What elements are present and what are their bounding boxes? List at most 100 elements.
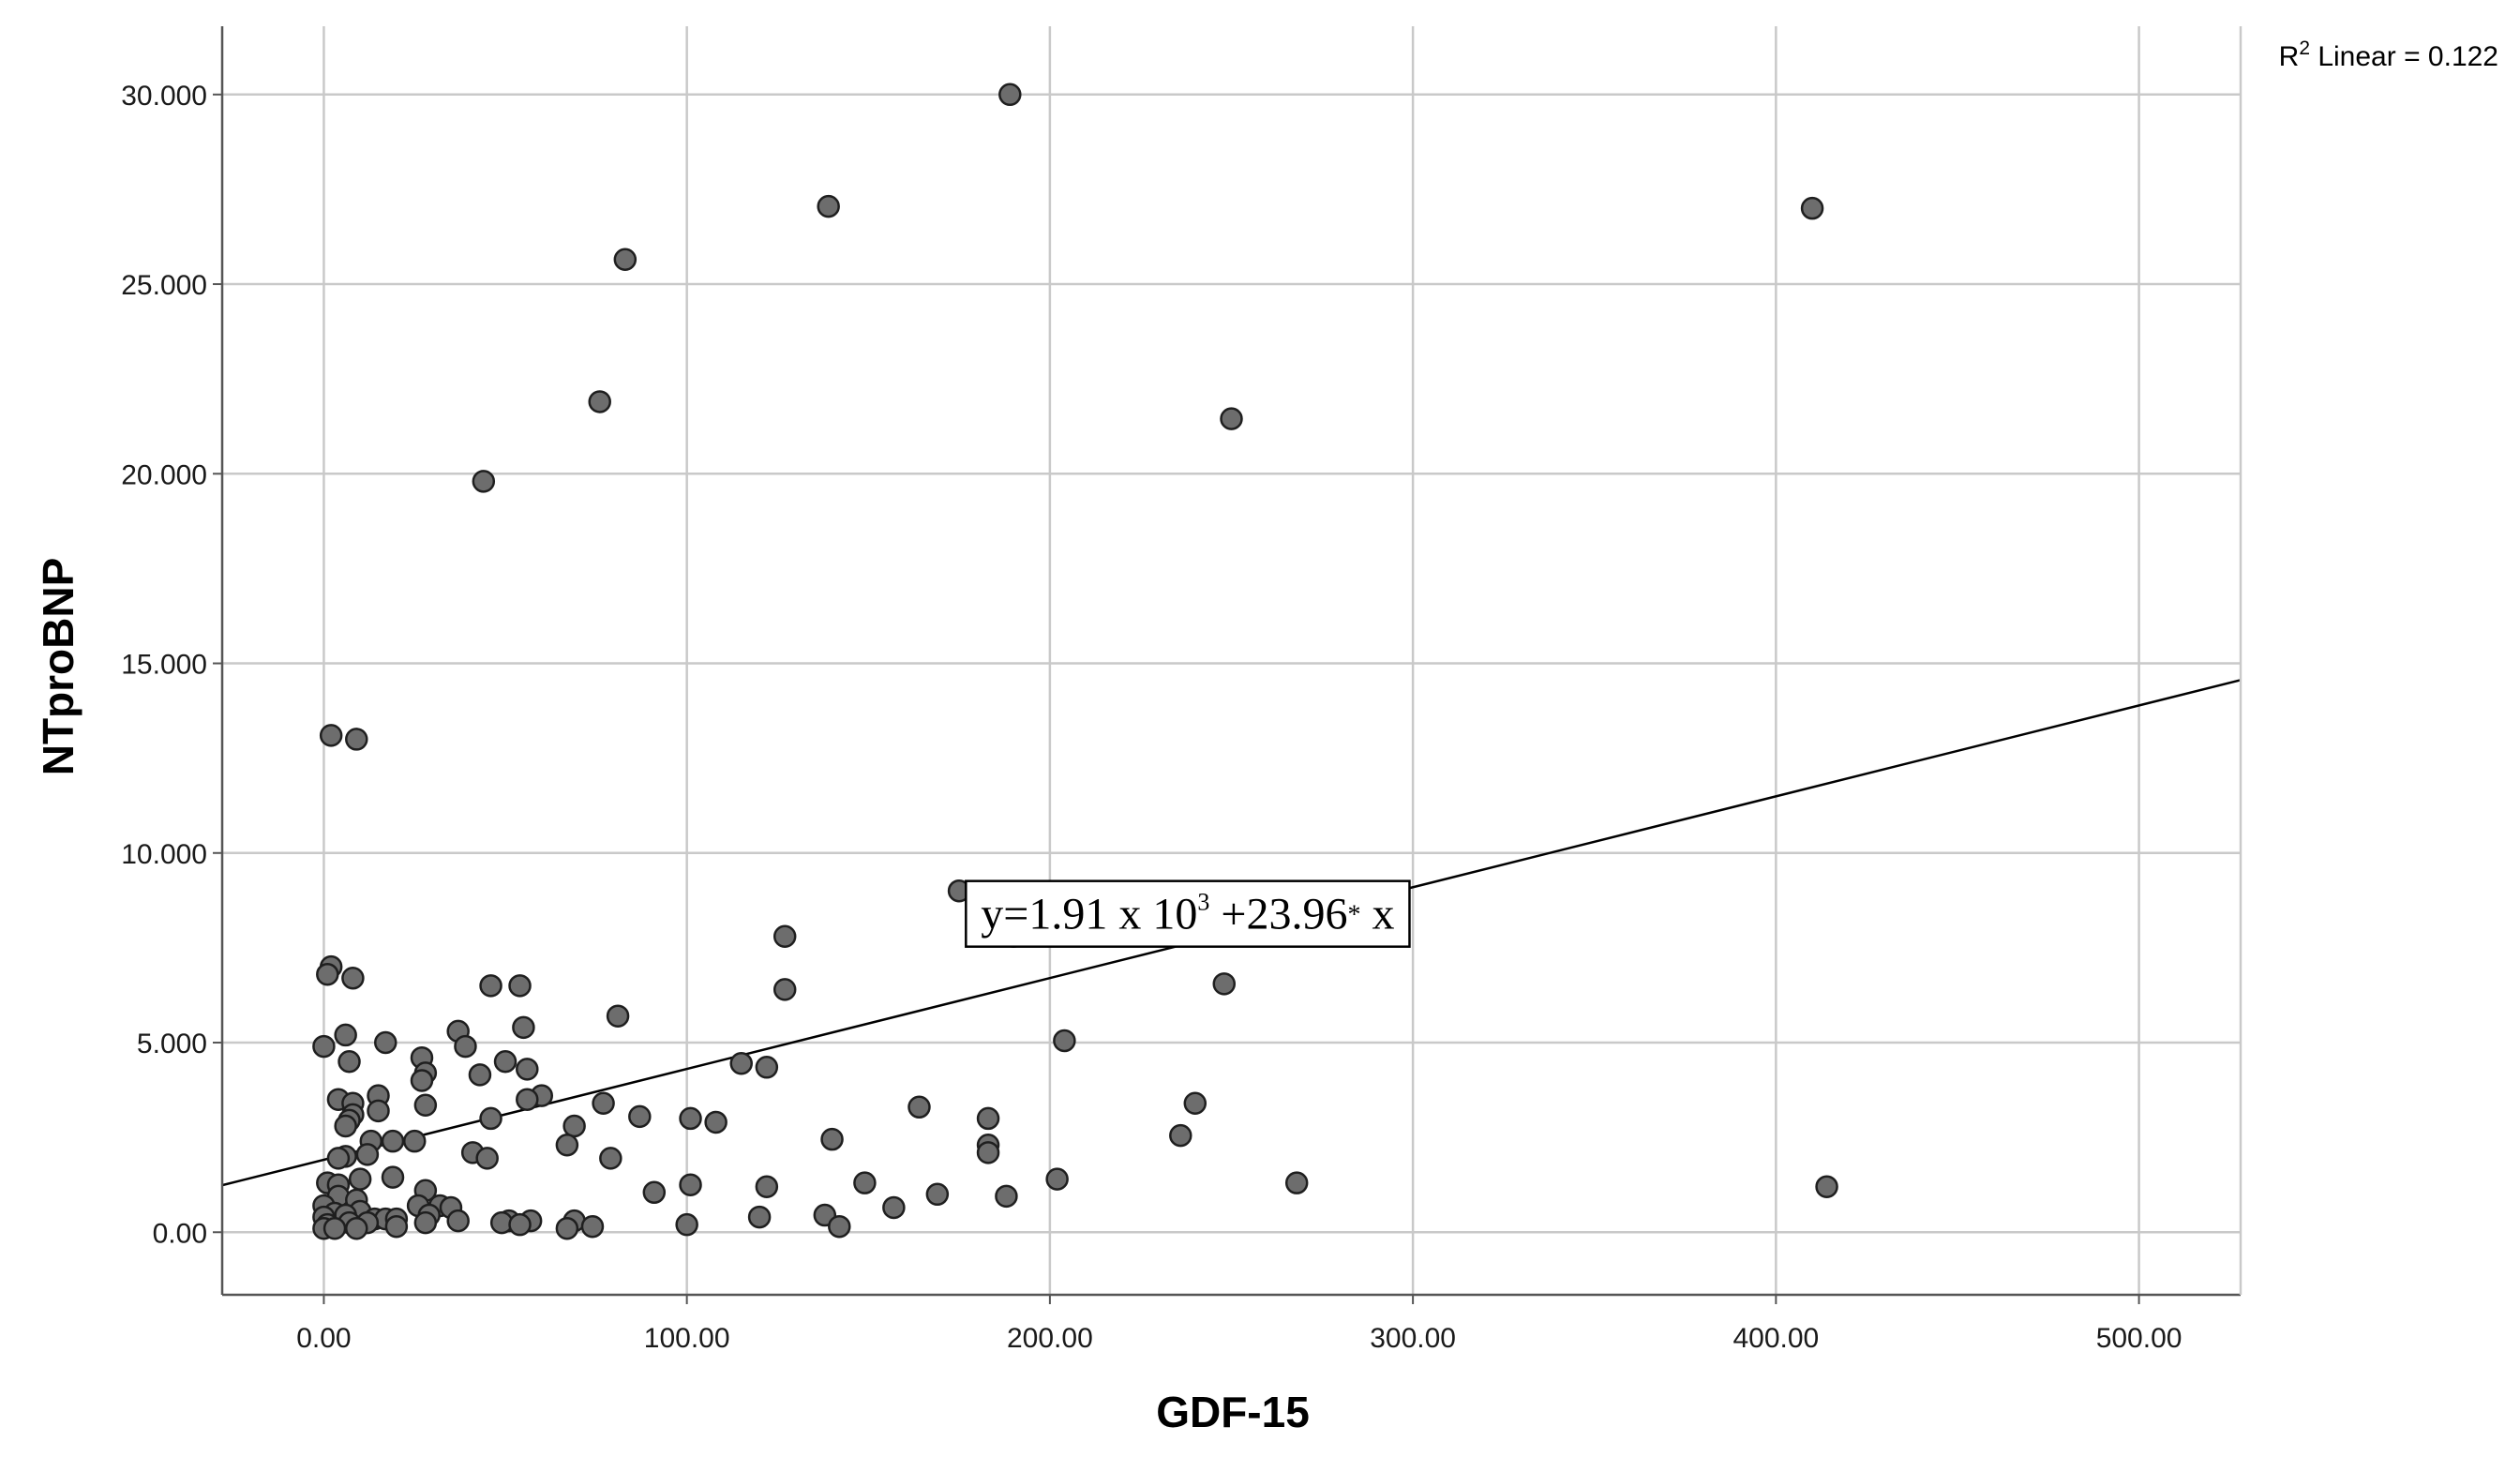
data-point [312,1034,336,1059]
data-point [338,1049,361,1074]
equation-main: y=1.91 x 10 [981,890,1197,939]
data-point [345,728,368,751]
data-point [472,470,496,493]
data-point [679,1106,702,1131]
y-tick-label: 15.000 [121,650,207,681]
data-point [402,1129,427,1153]
data-point [772,924,797,949]
data-point [679,1173,702,1196]
data-point [345,1216,368,1240]
data-point [381,1129,405,1153]
x-tick-label: 200.00 [1007,1323,1093,1354]
data-point [729,1052,753,1075]
tick-labels: 0.00 100.00 200.00 300.00 400.00 500.00 0.00 5.… [121,81,2182,1354]
data-point [675,1212,698,1237]
data-point [341,967,365,990]
equation-tail: x [1360,890,1394,939]
data-point [334,1023,357,1047]
data-point [747,1205,772,1229]
data-point [755,1056,779,1079]
data-point [322,1216,347,1240]
data-point [381,1165,405,1189]
x-tick-label: 100.00 [644,1323,730,1354]
data-point [908,1095,931,1119]
data-point [1183,1091,1208,1115]
data-point [326,1147,351,1170]
y-tick-label: 0.00 [153,1218,207,1249]
data-point [1815,1175,1838,1198]
data-point [508,1212,532,1237]
regression-equation-box: y=1.91 x 103 +23.96* x [965,879,1411,948]
data-point [828,1214,851,1239]
data-point [1212,972,1237,996]
data-point [316,962,339,986]
equation-rest: +23.96 [1209,890,1347,939]
data-point [413,1093,438,1118]
y-axis-title: NTproBNP [34,558,82,776]
r2-label: R2 Linear = 0.122 [2279,38,2498,72]
regression-equation: y=1.91 x 103 +23.96* x [981,889,1394,939]
data-point [512,1015,535,1040]
data-point [998,83,1022,107]
y-tick-label: 5.000 [137,1029,207,1059]
data-point [516,1058,539,1081]
data-point [606,1004,630,1028]
data-point [1169,1123,1192,1148]
data-point [642,1180,667,1205]
x-tick-label: 0.00 [296,1323,351,1354]
data-point [348,1167,372,1191]
data-points [312,83,1838,1240]
y-tick-label: 20.000 [121,459,207,490]
r2-superscript: 2 [2299,38,2310,59]
data-point [925,1182,950,1207]
data-point [334,1114,357,1138]
data-point [599,1147,622,1170]
data-point [479,974,502,998]
grid-lines [222,26,2241,1295]
data-point [516,1088,539,1111]
data-point [555,1133,579,1157]
data-point [817,194,840,218]
data-point [562,1114,586,1138]
r2-value: Linear = 0.122 [2310,41,2498,72]
data-point [704,1110,728,1134]
y-tick-label: 30.000 [121,81,207,112]
data-point [882,1195,906,1220]
data-point [384,1214,409,1239]
data-point [995,1184,1018,1209]
data-point [367,1099,390,1123]
data-point [374,1030,398,1055]
data-point [1045,1167,1069,1191]
y-tick-label: 10.000 [121,839,207,870]
data-point [355,1143,380,1166]
data-point [413,1210,438,1235]
y-tick-label: 25.000 [121,270,207,301]
data-point [976,1141,1000,1164]
data-point [1220,407,1243,430]
data-point [446,1209,470,1233]
data-point [410,1069,434,1092]
data-point [820,1127,844,1151]
data-point [755,1175,779,1198]
data-point [976,1106,1000,1131]
r2-prefix: R [2279,41,2300,72]
data-point [580,1214,605,1239]
data-point [475,1147,499,1170]
x-tick-label: 400.00 [1732,1323,1819,1354]
equation-star: * [1347,901,1360,930]
data-point [772,978,797,1001]
equation-exponent: 3 [1197,889,1209,916]
x-tick-label: 300.00 [1370,1323,1456,1354]
data-point [853,1171,877,1194]
data-point [454,1034,477,1059]
x-axis-title: GDF-15 [1156,1388,1310,1436]
data-point [613,248,638,272]
axes [213,26,2242,1304]
data-point [592,1091,615,1115]
data-point [1053,1029,1076,1053]
data-point [628,1104,652,1129]
data-point [1800,196,1824,220]
data-point [468,1063,492,1087]
